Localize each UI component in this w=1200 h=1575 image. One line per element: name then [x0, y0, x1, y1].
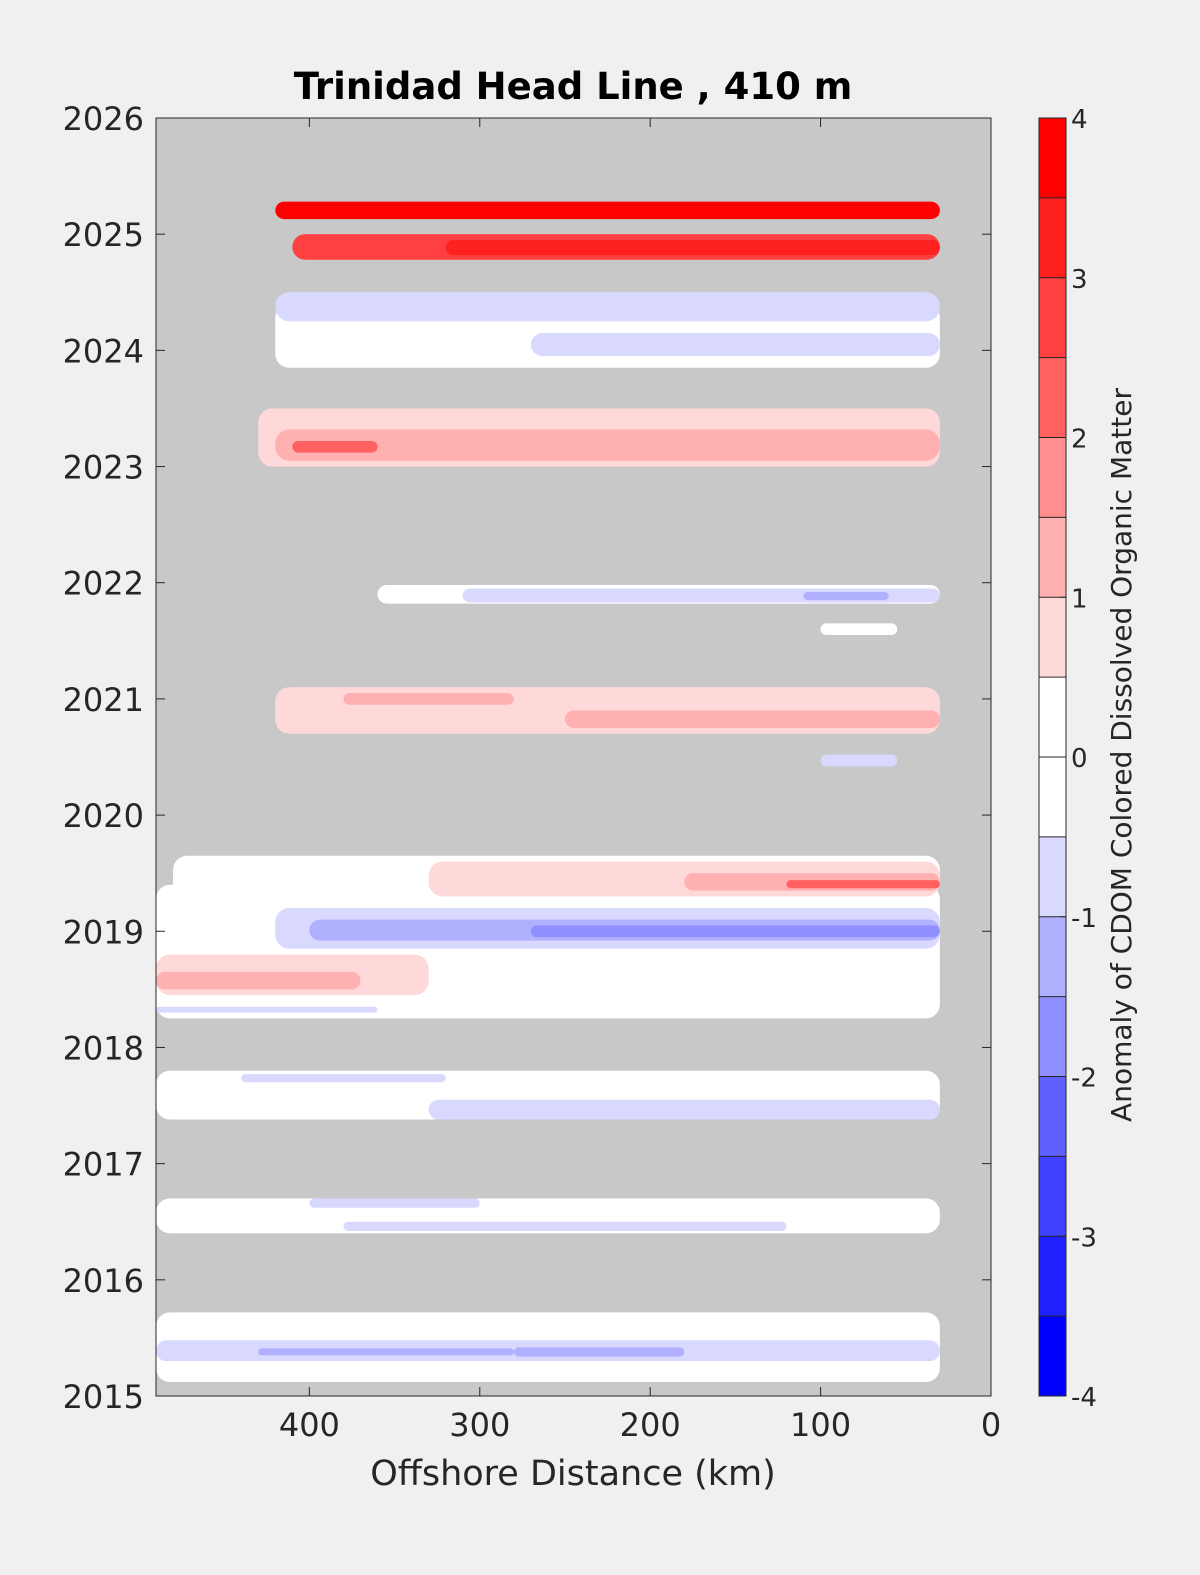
colorbar-tick-label: -1 — [1071, 904, 1097, 934]
y-tick-label: 2023 — [63, 449, 144, 487]
plot-area — [155, 117, 992, 1397]
x-tick-label: 100 — [790, 1406, 851, 1444]
y-tick-label: 2021 — [63, 681, 144, 719]
anomaly-band — [275, 201, 940, 220]
x-tick-label: 400 — [279, 1406, 340, 1444]
y-tick-label: 2017 — [63, 1146, 144, 1184]
colorbar-swatch — [1039, 1076, 1066, 1157]
colorbar-swatch — [1039, 757, 1066, 837]
y-tick-label: 2026 — [63, 100, 144, 138]
colorbar-tick-label: 0 — [1071, 744, 1088, 774]
anomaly-band — [156, 971, 361, 990]
anomaly-band — [820, 623, 898, 636]
anomaly-band — [156, 884, 940, 1019]
y-tick-label: 2022 — [63, 565, 144, 603]
colorbar-tick-label: -2 — [1071, 1064, 1097, 1094]
colorbar-swatch — [1039, 1156, 1066, 1237]
y-tick-label: 2018 — [63, 1029, 144, 1067]
y-tick-label: 2019 — [63, 913, 144, 951]
anomaly-band — [275, 429, 940, 461]
colorbar-swatch — [1039, 437, 1066, 518]
colorbar-swatch — [1039, 1316, 1066, 1396]
anomaly-band — [530, 332, 940, 357]
y-tick-label: 2015 — [63, 1378, 144, 1416]
colorbar-swatch — [1039, 996, 1066, 1077]
colorbar-tick-label: 4 — [1071, 105, 1088, 135]
colorbar-swatch — [1039, 597, 1066, 678]
anomaly-band — [258, 1348, 514, 1356]
colorbar-swatch — [1039, 836, 1066, 917]
anomaly-band — [513, 1347, 685, 1357]
colorbar-tick-label: 3 — [1071, 265, 1088, 295]
anomaly-band — [564, 710, 940, 728]
chart-title: Trinidad Head Line , 410 m — [294, 65, 853, 108]
anomaly-band — [309, 1198, 480, 1208]
colorbar-label: Anomaly of CDOM Colored Dissolved Organi… — [1105, 388, 1138, 1122]
anomaly-band — [445, 239, 940, 256]
colorbar-swatch — [1039, 357, 1066, 438]
anomaly-band — [156, 1006, 378, 1013]
y-tick-label: 2020 — [63, 797, 144, 835]
y-tick-label: 2016 — [63, 1262, 144, 1300]
colorbar-swatch — [1039, 1236, 1066, 1317]
anomaly-band — [530, 925, 940, 938]
anomaly-band — [275, 292, 940, 322]
colorbar-swatch — [1039, 118, 1066, 198]
x-axis-label: Offshore Distance (km) — [370, 1454, 776, 1494]
x-tick-label: 0 — [981, 1406, 1001, 1444]
x-tick-label: 200 — [620, 1406, 681, 1444]
colorbar-tick-label: 1 — [1071, 584, 1088, 614]
plot-frame — [155, 117, 992, 1397]
colorbar-tick-label: 2 — [1071, 425, 1088, 455]
anomaly-band — [343, 1221, 787, 1232]
colorbar-tick-label: -3 — [1071, 1223, 1097, 1253]
anomaly-band — [786, 880, 940, 889]
colorbar-swatch — [1039, 197, 1066, 278]
anomaly-band — [241, 1074, 446, 1083]
colorbar-swatch — [1039, 277, 1066, 358]
colorbar: 4 3 2 1 0 -1 -2 -3 -4 — [1038, 105, 1097, 1413]
anomaly-band — [428, 1099, 940, 1120]
colorbar-swatch — [1039, 677, 1066, 757]
anomaly-band — [292, 440, 378, 453]
anomaly-band — [820, 754, 898, 767]
y-tick-label: 2025 — [63, 216, 144, 254]
colorbar-swatch — [1039, 916, 1066, 997]
y-axis: 2015 2016 2017 2018 2019 2020 2021 2022 2023 2024… — [63, 100, 991, 1416]
anomaly-band — [803, 592, 889, 601]
y-tick-label: 2024 — [63, 332, 144, 370]
colorbar-tick-label: -4 — [1071, 1383, 1097, 1413]
anomaly-band — [343, 693, 514, 705]
x-tick-label: 300 — [449, 1406, 510, 1444]
colorbar-swatch — [1039, 517, 1066, 598]
x-axis: 400 300 200 100 0 — [279, 118, 1001, 1444]
